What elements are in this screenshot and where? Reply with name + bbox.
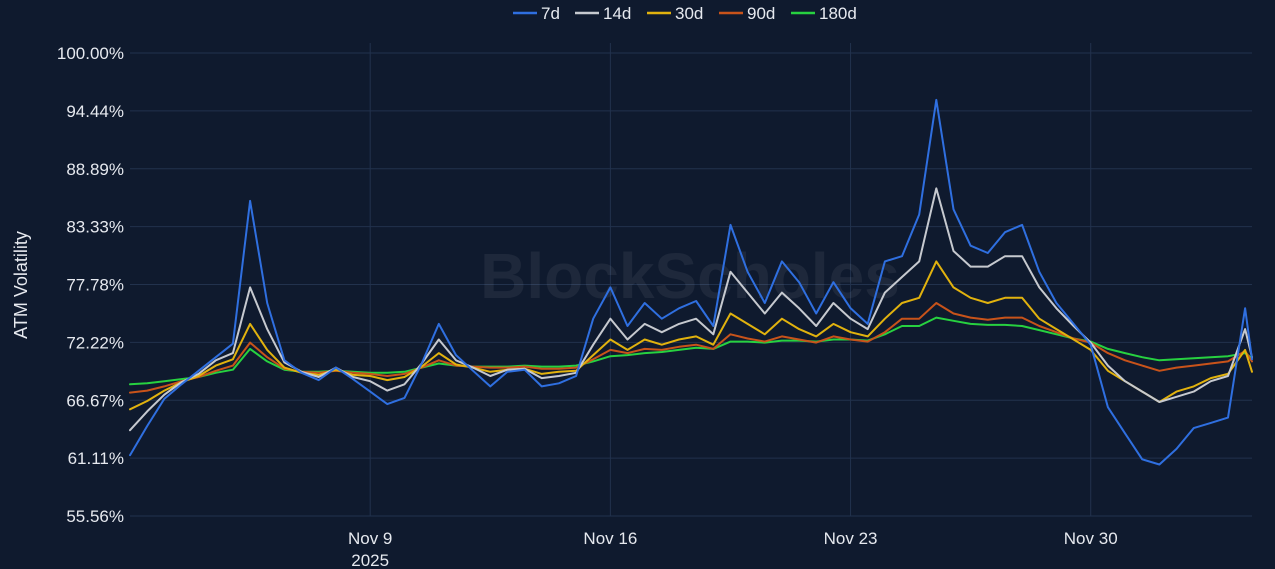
y-tick-label: 55.56% <box>66 507 124 526</box>
y-tick-label: 61.11% <box>68 449 124 468</box>
y-tick-label: 94.44% <box>66 102 124 121</box>
series-line-14d <box>129 187 1253 432</box>
y-tick-label: 83.33% <box>66 218 124 237</box>
x-tick-year-label: 2025 <box>351 551 389 569</box>
series-line-180d <box>129 316 1253 386</box>
legend-label: 90d <box>747 4 775 23</box>
series-line-7d <box>129 98 1253 466</box>
legend-item-7d[interactable]: 7d <box>513 4 560 23</box>
watermark: BlockScholes <box>480 240 900 312</box>
legend-item-14d[interactable]: 14d <box>575 4 631 23</box>
legend-label: 180d <box>819 4 857 23</box>
series-layer <box>129 98 1253 466</box>
legend-label: 14d <box>603 4 631 23</box>
series-line-30d <box>129 260 1253 411</box>
y-axis: 55.56% 61.11% 66.67% 72.22% 77.78% 83.33% 88.8… <box>57 44 124 526</box>
legend-label: 30d <box>675 4 703 23</box>
x-axis: Nov 9 2025 Nov 16 Nov 23 Nov 30 <box>348 529 1118 569</box>
y-tick-label: 77.78% <box>66 276 124 295</box>
x-tick-label: Nov 30 <box>1064 529 1118 548</box>
legend-item-180d[interactable]: 180d <box>791 4 857 23</box>
legend: 7d 14d 30d 90d 180d <box>513 4 857 23</box>
y-tick-label: 100.00% <box>57 44 124 63</box>
x-tick-label: Nov 16 <box>583 529 637 548</box>
y-axis-title: ATM Volatility <box>11 231 31 339</box>
y-tick-label: 88.89% <box>66 160 124 179</box>
y-tick-label: 72.22% <box>66 333 124 352</box>
legend-item-90d[interactable]: 90d <box>719 4 775 23</box>
y-tick-label: 66.67% <box>66 391 124 410</box>
x-tick-label: Nov 23 <box>824 529 878 548</box>
x-tick-label: Nov 9 <box>348 529 392 548</box>
legend-item-30d[interactable]: 30d <box>647 4 703 23</box>
legend-label: 7d <box>541 4 560 23</box>
grid-layer <box>130 43 1252 517</box>
